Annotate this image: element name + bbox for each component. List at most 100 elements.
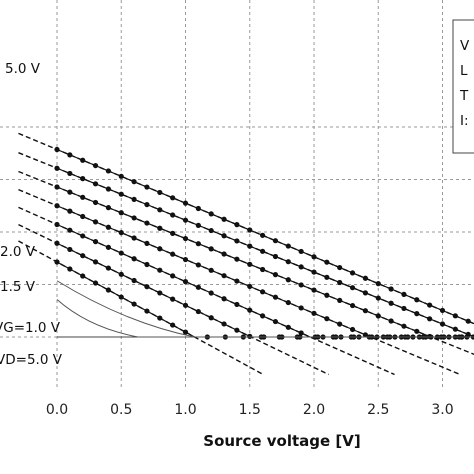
data-point [118,210,124,216]
data-point [234,238,240,244]
data-point [144,240,150,247]
data-point [144,184,150,190]
data-point [349,270,356,276]
data-point [54,165,60,171]
data-point [182,256,189,263]
data-point [54,146,60,153]
data-point [388,318,394,324]
data-point [285,324,291,330]
data-point [362,290,368,296]
data-point [157,225,163,231]
data-point [118,271,124,277]
legend-box [452,19,474,154]
x-tick-label: 3.0 [431,402,453,418]
data-point [401,305,407,312]
data-point [208,315,214,321]
data-point [234,301,240,308]
data-point [182,302,189,308]
data-point [311,269,317,275]
data-point [208,246,214,252]
data-point [118,230,124,236]
data-point [170,273,176,279]
data-point [118,191,124,197]
data-point [208,290,214,296]
data-point [427,316,433,322]
data-point [170,251,176,257]
data-point [375,281,381,287]
data-point [131,196,137,203]
data-point [80,157,86,163]
data-point [234,278,240,284]
data-point [54,259,60,265]
data-point [234,222,240,228]
annotation-label: VD=5.0 V [0,352,63,368]
data-point [247,227,253,233]
data-point [362,332,368,338]
data-point [170,230,176,236]
data-point [311,287,317,293]
data-point [157,189,163,196]
data-point [414,297,420,303]
data-point [170,195,176,201]
data-point [170,322,176,328]
data-point [324,274,330,280]
data-point [67,227,73,233]
annotation-label: VG=1.0 V [0,320,61,336]
data-point [427,302,433,308]
data-point [375,313,381,319]
data-point [92,181,99,187]
x-tick-label: 0.0 [46,402,68,418]
data-point [298,330,304,336]
data-point [349,285,356,291]
series-line [56,280,474,338]
data-point [92,259,99,265]
data-point [388,286,394,292]
data-point [67,189,73,195]
legend-entry: V [460,38,470,54]
data-point [157,267,163,273]
data-point [337,279,343,286]
data-point [195,284,201,290]
data-point [221,251,227,257]
data-point [234,256,240,262]
data-point [157,207,163,213]
legend: V L T I: [452,19,474,154]
data-point [80,253,86,259]
data-point [105,287,111,293]
data-point [337,321,343,327]
data-point [195,222,201,228]
data-point [298,264,304,270]
data-point [105,205,111,211]
data-point [362,308,368,314]
data-point [80,233,86,239]
data-point [92,280,99,286]
data-point [337,297,343,304]
data-point [401,323,407,329]
data-point [234,327,240,333]
data-point [465,318,471,324]
annotations: 5.0 V 2.0 V 1.5 V VG=1.0 V VD=5.0 V [0,61,63,368]
data-point [195,308,201,315]
data-point [298,248,304,255]
data-point [105,168,111,174]
data-point [144,261,150,268]
annotation-label: 1.5 V [0,279,36,295]
data-point [195,262,201,268]
data-point [272,272,279,278]
data-point [375,295,381,301]
data-point [157,246,163,252]
data-point [144,201,150,208]
data-point [131,277,137,284]
data-point [337,264,343,271]
data-point [131,215,137,221]
annotation-label: 2.0 V [0,244,36,260]
data-point [298,305,304,311]
data-point [452,313,458,319]
data-point [144,308,150,314]
data-point [118,250,124,256]
legend-entry: I: [460,113,469,129]
data-point [452,326,458,332]
data-point [195,241,201,247]
data-point [298,282,304,288]
